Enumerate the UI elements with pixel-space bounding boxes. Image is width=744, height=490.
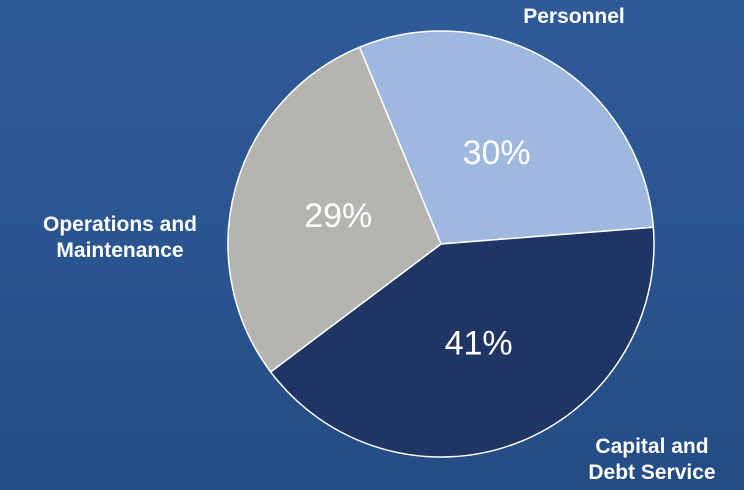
pie-slice-operations-and-maintenance [227,46,442,373]
category-label-operations-and-maintenance: Operations and Maintenance [42,213,198,262]
pie-slice-capital-and-debt-service [269,226,655,458]
pie-slice-personnel [358,30,655,245]
category-label-capital-and-debt-service: Capital and Debt Service [588,435,716,484]
pie-value-label-operations-and-maintenance: 29% [304,197,372,235]
category-label-personnel: Personnel [523,5,625,28]
pie-value-label-personnel: 30% [463,134,531,172]
pie-value-label-capital-and-debt-service: 41% [445,325,513,363]
